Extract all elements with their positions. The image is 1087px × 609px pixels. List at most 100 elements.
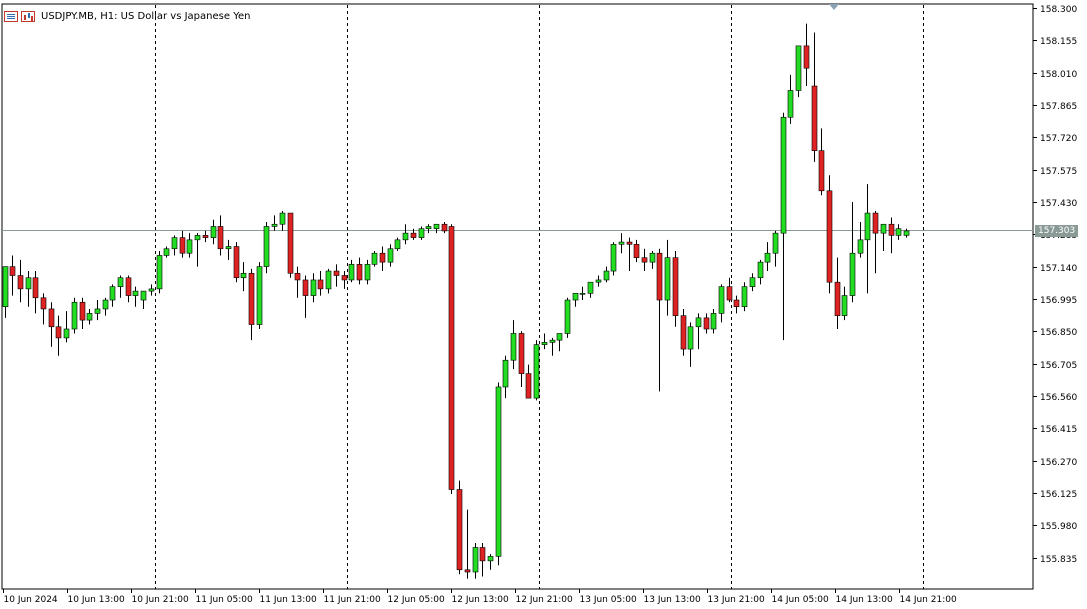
bullish-candle [502,359,509,388]
bullish-candle [880,223,887,234]
bearish-candle [202,235,209,238]
bullish-candle [163,248,170,256]
y-tick-label: 156.270 [1040,458,1077,468]
bullish-candle [109,286,116,301]
bearish-candle [410,232,417,238]
bearish-candle [872,212,879,234]
bullish-candle [371,252,378,265]
bearish-candle [626,241,633,245]
bullish-candle [394,239,401,250]
bearish-candle [726,286,733,301]
x-tick-label: 10 Jun 2024 [4,595,58,605]
bullish-candle [564,299,571,334]
bullish-candle [94,308,101,314]
y-tick-label: 158.010 [1040,70,1077,80]
bearish-candle [479,547,486,562]
bullish-candle [849,252,856,296]
bullish-candle [664,257,671,301]
bearish-candle [464,569,471,573]
bearish-candle [179,237,186,254]
bullish-candle [240,272,247,279]
bullish-candle [549,339,556,343]
current-price-tag: 157.303 [1035,224,1078,237]
bullish-candle [695,317,702,328]
bullish-candle [841,295,848,316]
x-tick-label: 14 Jun 05:00 [772,595,829,605]
bullish-candle [156,255,163,290]
y-tick-label: 158.155 [1040,37,1077,47]
bearish-candle [125,277,132,296]
bearish-candle [680,315,687,350]
y-tick-label: 157.865 [1040,102,1077,112]
bearish-candle [9,266,16,276]
chart-properties-icon[interactable] [4,10,18,22]
bullish-candle [857,239,864,254]
bullish-candle [140,290,147,301]
bullish-candle [895,228,902,236]
bullish-candle [117,277,124,287]
bullish-candle [148,288,155,292]
bullish-candle [472,547,479,573]
bullish-candle [310,279,317,296]
bearish-candle [17,275,24,290]
x-tick-label: 13 Jun 13:00 [644,595,701,605]
bullish-candle [263,226,270,267]
bullish-candle [25,277,32,290]
y-tick-label: 155.980 [1040,522,1077,532]
bullish-candle [510,333,517,361]
x-tick-label: 11 Jun 05:00 [196,595,253,605]
bullish-candle [364,264,371,281]
bullish-candle [749,277,756,287]
bullish-candle [787,90,794,118]
bullish-candle [402,232,409,241]
bearish-candle [333,270,340,276]
bearish-candle [287,212,294,274]
bearish-candle [248,272,255,325]
bullish-candle [795,45,802,91]
scroll-marker-icon[interactable] [829,4,839,10]
bearish-candle [302,279,309,296]
bullish-candle [433,223,440,229]
bearish-candle [518,333,525,374]
bearish-candle [733,299,740,308]
bullish-candle [132,290,139,296]
bearish-candle [656,252,663,301]
y-tick-label: 156.850 [1040,328,1077,338]
y-tick-label: 157.575 [1040,167,1077,177]
x-tick-label: 14 Jun 13:00 [836,595,893,605]
bearish-candle [441,223,448,232]
bearish-candle [834,281,841,316]
bullish-candle [757,261,764,279]
bar-chart-icon[interactable] [21,10,35,22]
bearish-candle [48,308,55,328]
bullish-candle [741,286,748,308]
plot-frame [1,3,1034,590]
x-tick-label: 10 Jun 13:00 [68,595,125,605]
x-tick-label: 14 Jun 21:00 [900,595,957,605]
bearish-candle [233,246,240,279]
bullish-candle [618,241,625,245]
bearish-candle [811,85,818,151]
y-tick-label: 157.720 [1040,134,1077,144]
x-tick-label: 13 Jun 21:00 [708,595,765,605]
bearish-candle [803,45,810,69]
bearish-candle [32,277,39,299]
bullish-candle [418,228,425,238]
bearish-candle [888,223,895,236]
y-tick-label: 157.430 [1040,199,1077,209]
bullish-candle [63,328,70,339]
x-tick-label: 12 Jun 13:00 [452,595,509,605]
x-tick-label: 11 Jun 13:00 [260,595,317,605]
bullish-candle [171,237,178,250]
bearish-candle [317,279,324,290]
bearish-candle [79,301,86,321]
y-tick-label: 156.560 [1040,393,1077,403]
bullish-candle [210,226,217,238]
bullish-candle [348,264,355,281]
bullish-candle [533,344,540,399]
y-tick-label: 156.995 [1040,296,1077,306]
x-tick-label: 12 Jun 21:00 [516,595,573,605]
bullish-candle [86,313,93,321]
